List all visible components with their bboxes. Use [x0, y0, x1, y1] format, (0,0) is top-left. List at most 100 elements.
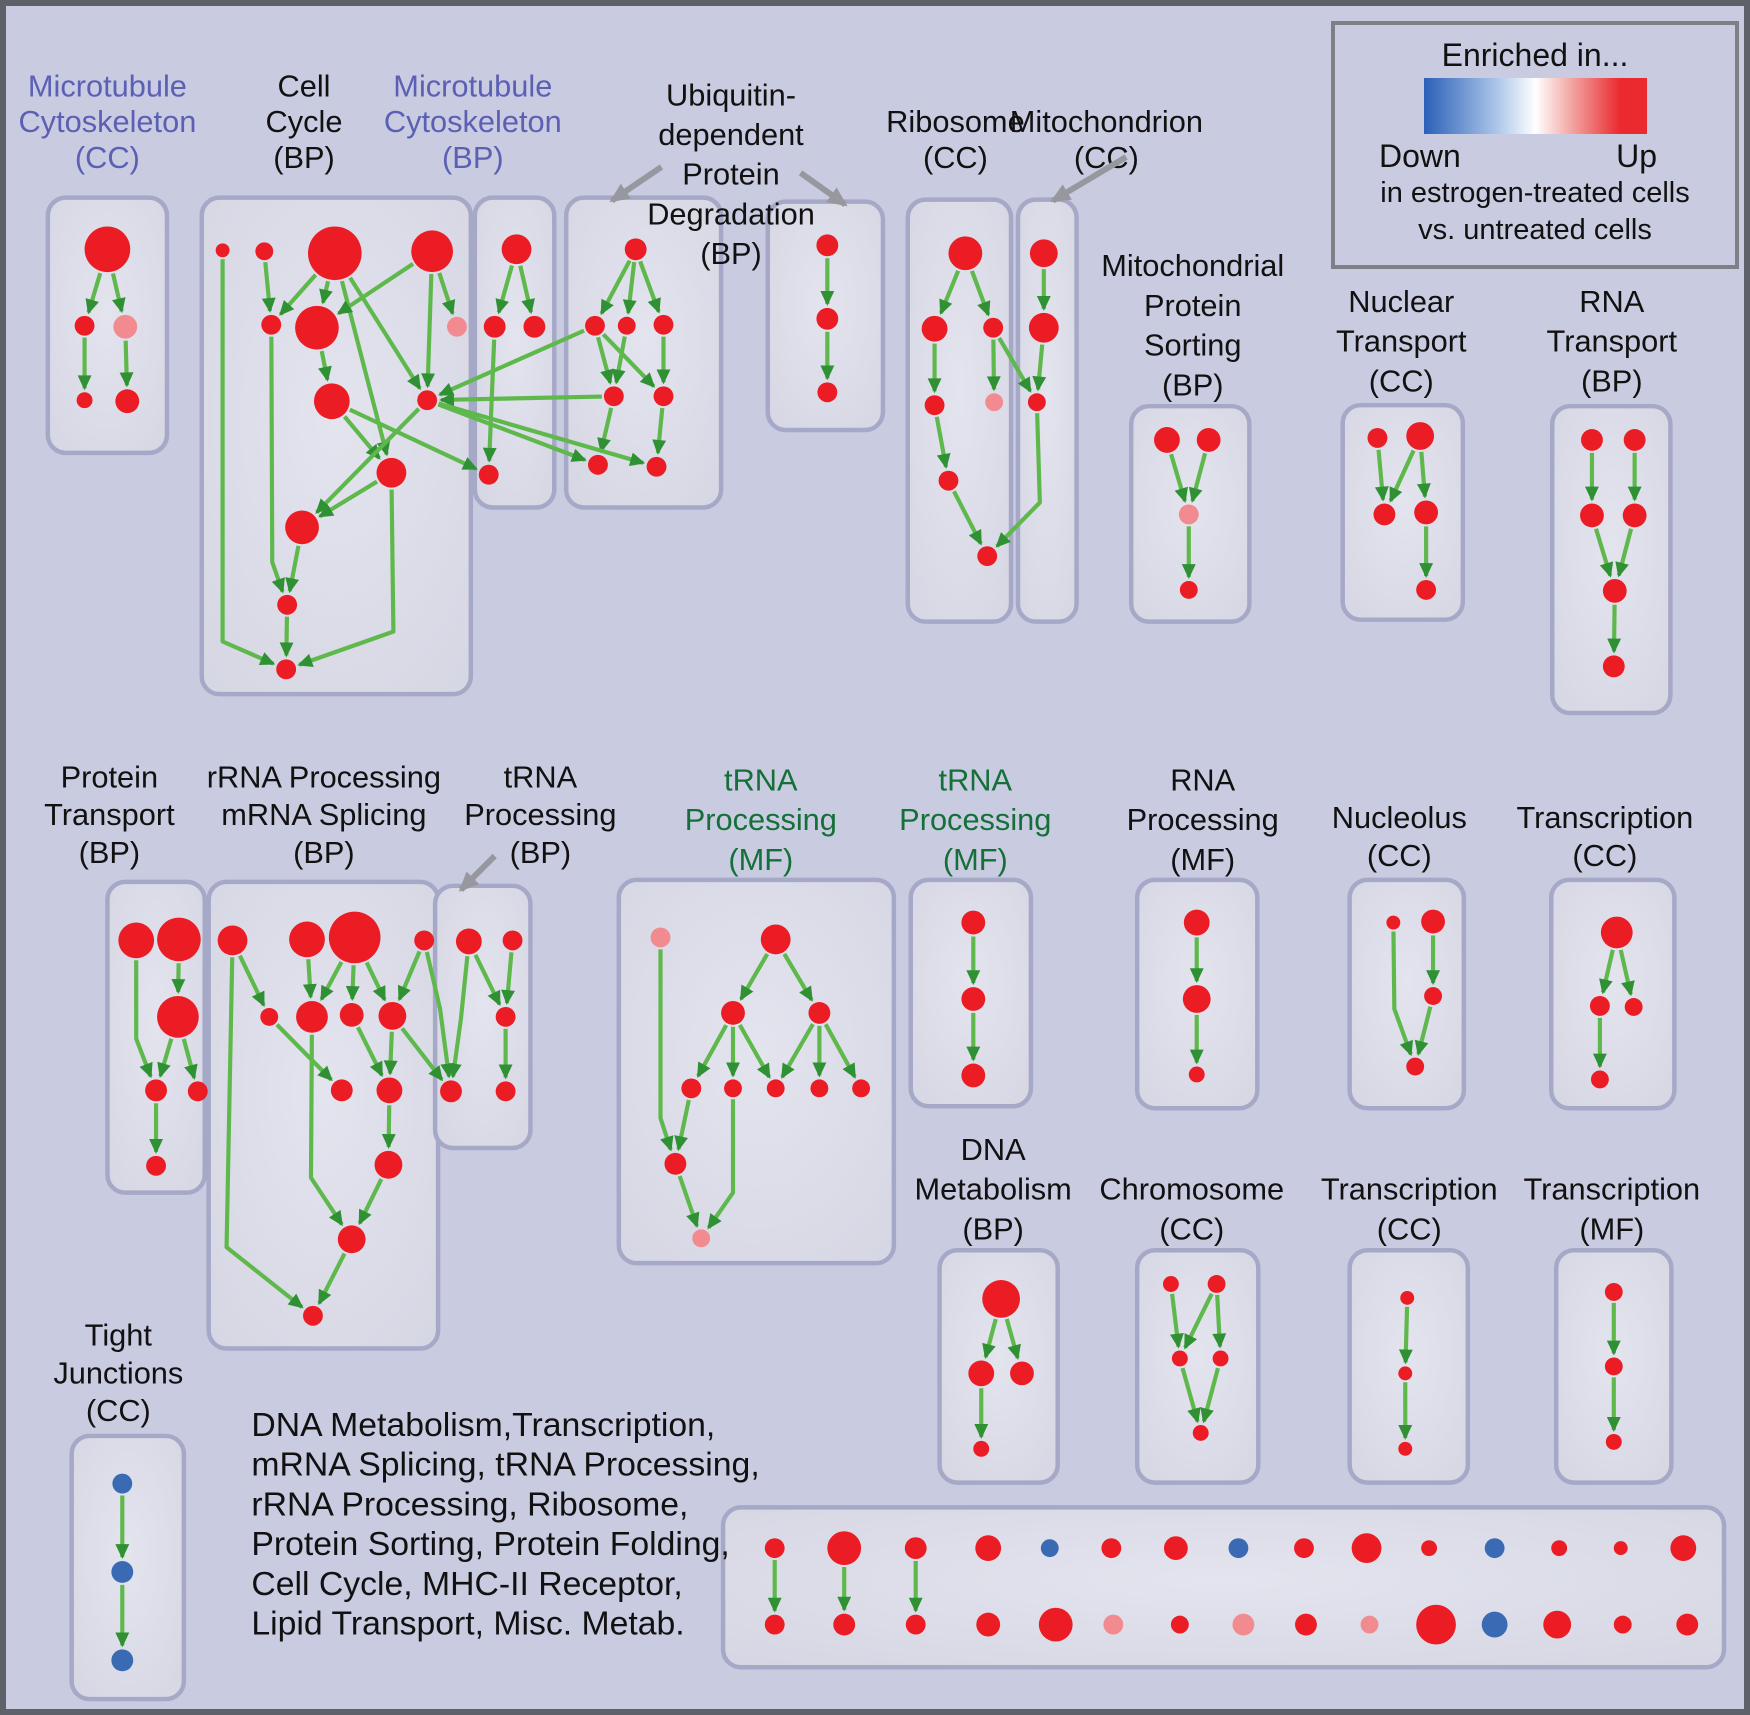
edge-arrow [319, 960, 344, 1002]
go-term-node [277, 594, 298, 615]
edge-arrow [969, 270, 991, 317]
edge-arrow [501, 952, 515, 1006]
edge-arrow [622, 261, 637, 315]
go-term-node [810, 1079, 829, 1098]
go-term-node [1178, 504, 1199, 525]
go-term-node [337, 1225, 366, 1254]
cluster-label: tRNA Processing (MF) [899, 762, 1051, 876]
go-term-node [938, 470, 959, 491]
edge-arrow [421, 274, 436, 389]
edge-arrow [696, 1024, 729, 1078]
go-term-node [653, 314, 674, 335]
edge-arrow [1416, 451, 1431, 499]
go-term-node [833, 1613, 856, 1636]
go-term-node [1484, 1538, 1505, 1559]
go-term-node [1623, 429, 1646, 451]
edge-arrow [934, 416, 951, 469]
cluster-box-dna-metabolism-bp [937, 1247, 1060, 1485]
go-term-node [374, 1150, 403, 1179]
edge-arrow [1391, 931, 1413, 1057]
edge-arrow [780, 1023, 815, 1079]
edge-arrow [518, 265, 535, 315]
cluster-label: Transcription (MF) [1523, 1172, 1700, 1247]
go-term-node [1600, 916, 1633, 949]
edge-arrow [1398, 1306, 1413, 1365]
go-term-node [495, 1081, 516, 1102]
edge-arrow [677, 1175, 700, 1228]
go-term-node [1360, 1615, 1379, 1634]
go-term-node [295, 305, 339, 350]
edge-arrow [400, 1027, 444, 1082]
edge-arrow [357, 1178, 384, 1226]
go-term-node [961, 987, 986, 1011]
edge-arrow [739, 952, 770, 1001]
edge-arrow [383, 1031, 398, 1076]
edge-arrow [1615, 528, 1634, 578]
go-term-node [378, 1001, 407, 1030]
go-term-node [115, 389, 140, 414]
cluster-box-mitochondrion-cc [1015, 197, 1079, 624]
go-term-node [617, 316, 636, 335]
edge-arrow [658, 949, 674, 1152]
edge-arrow [952, 490, 983, 546]
go-term-node [217, 925, 248, 956]
go-term-node [1551, 1540, 1568, 1557]
cluster-label: Mitochondrion (CC) [1010, 104, 1203, 175]
edge-arrow [1180, 1367, 1201, 1424]
go-term-node [921, 315, 948, 342]
cluster-box-transcription-cc-bottom [1347, 1247, 1471, 1485]
cluster-box-misc-clusters-strip [720, 1505, 1727, 1670]
go-term-node [1295, 1613, 1317, 1636]
go-term-node [588, 454, 608, 475]
edge-arrow [599, 259, 632, 316]
edge-arrow [356, 1026, 384, 1078]
go-term-node [157, 996, 199, 1038]
go-term-node [483, 315, 506, 338]
cluster-label: Cell Cycle (BP) [266, 68, 343, 174]
edge-arrow [224, 957, 304, 1309]
go-term-node [255, 242, 274, 261]
go-term-node [112, 1473, 133, 1494]
go-term-node [1604, 1357, 1623, 1376]
go-term-node [1101, 1538, 1122, 1559]
go-term-node [1179, 580, 1198, 599]
edge-arrow [447, 955, 470, 1079]
cluster-label: Tight Junctions (CC) [53, 1318, 183, 1428]
edge-arrow [157, 1038, 174, 1078]
go-term-node [1589, 996, 1610, 1016]
go-term-node [1416, 579, 1437, 600]
cluster-box-transcription-cc-mid [1549, 877, 1677, 1111]
go-term-node [111, 1561, 134, 1583]
legend-gradient-bar [1423, 78, 1647, 134]
go-term-node [646, 456, 667, 477]
go-term-node [1010, 1361, 1034, 1386]
cluster-box-nucleolus-cc [1347, 877, 1467, 1111]
go-term-node [501, 234, 532, 265]
edge-arrow [939, 269, 961, 315]
edge-arrow [315, 407, 421, 514]
edge-arrow [823, 1023, 857, 1079]
go-term-node [1232, 1613, 1255, 1636]
go-term-node [1676, 1613, 1699, 1636]
edge-arrow [1170, 1293, 1184, 1349]
go-term-node [455, 928, 482, 955]
go-term-node [1373, 503, 1396, 526]
go-term-node [721, 1000, 745, 1025]
go-term-node [111, 1649, 134, 1672]
go-term-node [948, 236, 983, 271]
edge-arrow [495, 265, 514, 315]
go-term-node [1367, 428, 1388, 448]
edge-arrow [1004, 1318, 1021, 1360]
go-term-node [1154, 427, 1180, 453]
edge-arrow [601, 332, 656, 388]
edge-arrow [1607, 604, 1622, 654]
edge-arrow [982, 1318, 998, 1359]
edge-arrow [308, 1034, 344, 1227]
go-term-node [1613, 1615, 1632, 1634]
go-term-node [1196, 428, 1221, 452]
edge-arrow [1618, 949, 1635, 997]
edge-arrow [1374, 449, 1389, 502]
edge-arrow [269, 336, 285, 594]
go-term-node [1400, 1290, 1415, 1305]
go-term-node [1398, 1441, 1413, 1456]
